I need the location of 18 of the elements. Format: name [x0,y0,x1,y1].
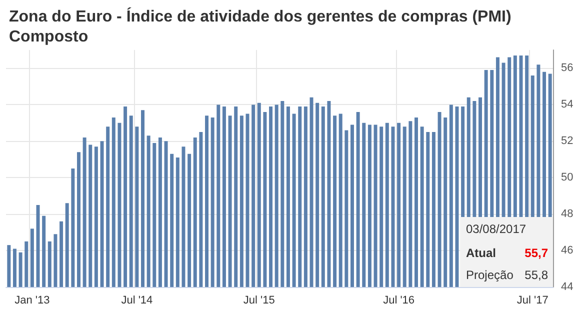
x-tick-label: Jul '16 [383,294,415,306]
y-tick-label: 48 [561,208,574,220]
chart-title: Zona do Euro - Índice de atividade dos gerentes de compras (PMI) Composto [9,6,516,46]
annotation: Atual [466,246,496,260]
x-tick-label: Jan '13 [14,294,50,306]
annotation: 55,8 [524,268,548,282]
y-tick-label: 52 [561,135,574,148]
y-tick-label: 46 [561,244,574,257]
x-tick-label: Jul '15 [243,294,275,306]
y-tick-label: 54 [561,98,574,111]
annotation: Projeção [466,268,514,282]
annotation: 55,7 [524,246,548,260]
y-tick-label: 56 [561,62,574,74]
y-tick-label: 44 [561,281,574,293]
x-tick-label: Jul '17 [516,294,548,306]
y-tick-label: 50 [561,172,574,184]
x-tick-label: Jul '14 [121,294,153,306]
annotation: 03/08/2017 [466,222,526,236]
